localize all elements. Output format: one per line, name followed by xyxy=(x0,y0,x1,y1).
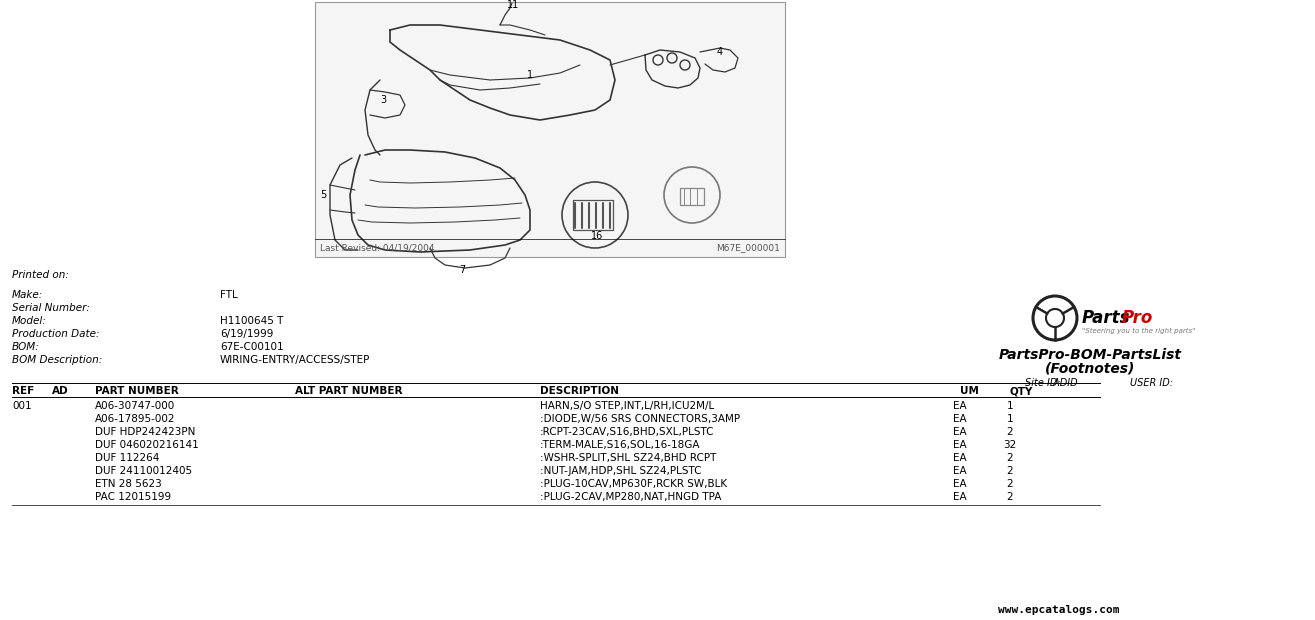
Text: EA: EA xyxy=(953,453,967,463)
Text: (Footnotes): (Footnotes) xyxy=(1045,362,1135,376)
Text: Parts: Parts xyxy=(1082,309,1131,327)
Text: 32: 32 xyxy=(1003,440,1016,450)
Text: :PLUG-10CAV,MP630F,RCKR SW,BLK: :PLUG-10CAV,MP630F,RCKR SW,BLK xyxy=(540,479,727,489)
Text: 001: 001 xyxy=(12,401,32,411)
Text: :RCPT-23CAV,S16,BHD,SXL,PLSTC: :RCPT-23CAV,S16,BHD,SXL,PLSTC xyxy=(540,427,714,437)
Text: PartsPro-BOM-PartsList: PartsPro-BOM-PartsList xyxy=(998,348,1181,362)
Text: 2: 2 xyxy=(1007,427,1014,437)
Text: EA: EA xyxy=(953,401,967,411)
Text: QTY: QTY xyxy=(1010,386,1034,396)
Text: Last Revised: 04/19/2004: Last Revised: 04/19/2004 xyxy=(320,244,434,252)
Text: www.epcatalogs.com: www.epcatalogs.com xyxy=(998,605,1120,615)
Text: BOM Description:: BOM Description: xyxy=(12,355,103,365)
Text: ETN 28 5623: ETN 28 5623 xyxy=(95,479,162,489)
Text: ADID: ADID xyxy=(1049,378,1077,388)
Text: 7: 7 xyxy=(459,265,466,275)
Text: 1: 1 xyxy=(1007,401,1014,411)
Text: 16: 16 xyxy=(590,231,604,241)
Text: Model:: Model: xyxy=(12,316,47,326)
Text: 11: 11 xyxy=(506,0,519,10)
Text: 2: 2 xyxy=(1007,466,1014,476)
Text: 67E-C00101: 67E-C00101 xyxy=(220,342,284,352)
Text: DUF HDP242423PN: DUF HDP242423PN xyxy=(95,427,196,437)
FancyBboxPatch shape xyxy=(316,2,785,257)
Text: HARN,S/O STEP,INT,L/RH,ICU2M/L: HARN,S/O STEP,INT,L/RH,ICU2M/L xyxy=(540,401,714,411)
Text: 2: 2 xyxy=(1007,479,1014,489)
Text: 4: 4 xyxy=(717,47,723,57)
Text: 3: 3 xyxy=(380,95,387,105)
Text: 5: 5 xyxy=(320,190,326,200)
Text: 2: 2 xyxy=(1007,453,1014,463)
Text: Serial Number:: Serial Number: xyxy=(12,303,89,313)
Text: PART NUMBER: PART NUMBER xyxy=(95,386,179,396)
Text: Production Date:: Production Date: xyxy=(12,329,100,339)
Text: :NUT-JAM,HDP,SHL SZ24,PLSTC: :NUT-JAM,HDP,SHL SZ24,PLSTC xyxy=(540,466,701,476)
Text: :PLUG-2CAV,MP280,NAT,HNGD TPA: :PLUG-2CAV,MP280,NAT,HNGD TPA xyxy=(540,492,722,502)
Text: DUF 112264: DUF 112264 xyxy=(95,453,159,463)
Text: Pro: Pro xyxy=(1122,309,1153,327)
Text: Site ID:: Site ID: xyxy=(1024,378,1061,388)
Text: 1: 1 xyxy=(527,70,533,80)
Text: :TERM-MALE,S16,SOL,16-18GA: :TERM-MALE,S16,SOL,16-18GA xyxy=(540,440,701,450)
Text: :WSHR-SPLIT,SHL SZ24,BHD RCPT: :WSHR-SPLIT,SHL SZ24,BHD RCPT xyxy=(540,453,717,463)
Text: 6/19/1999: 6/19/1999 xyxy=(220,329,274,339)
Text: DUF 24110012405: DUF 24110012405 xyxy=(95,466,192,476)
Text: A06-17895-002: A06-17895-002 xyxy=(95,414,175,424)
Text: EA: EA xyxy=(953,427,967,437)
Text: DESCRIPTION: DESCRIPTION xyxy=(540,386,619,396)
Text: 2: 2 xyxy=(1007,492,1014,502)
Text: EA: EA xyxy=(953,466,967,476)
Text: :DIODE,W/56 SRS CONNECTORS,3AMP: :DIODE,W/56 SRS CONNECTORS,3AMP xyxy=(540,414,740,424)
Text: WIRING-ENTRY/ACCESS/STEP: WIRING-ENTRY/ACCESS/STEP xyxy=(220,355,371,365)
Text: EA: EA xyxy=(953,492,967,502)
Text: "Steering you to the right parts": "Steering you to the right parts" xyxy=(1082,328,1195,334)
Text: A06-30747-000: A06-30747-000 xyxy=(95,401,175,411)
Text: FTL: FTL xyxy=(220,290,238,300)
Text: DUF 046020216141: DUF 046020216141 xyxy=(95,440,199,450)
Text: Make:: Make: xyxy=(12,290,43,300)
Text: USER ID:: USER ID: xyxy=(1130,378,1173,388)
Text: REF: REF xyxy=(12,386,34,396)
Text: ALT PART NUMBER: ALT PART NUMBER xyxy=(295,386,402,396)
Text: 1: 1 xyxy=(1007,414,1014,424)
Text: EA: EA xyxy=(953,440,967,450)
Text: PAC 12015199: PAC 12015199 xyxy=(95,492,171,502)
Text: H1100645 T: H1100645 T xyxy=(220,316,283,326)
Text: BOM:: BOM: xyxy=(12,342,39,352)
Text: EA: EA xyxy=(953,479,967,489)
Text: M67E_000001: M67E_000001 xyxy=(717,244,780,252)
Text: EA: EA xyxy=(953,414,967,424)
Text: AD: AD xyxy=(53,386,68,396)
Text: Printed on:: Printed on: xyxy=(12,270,68,280)
Text: UM: UM xyxy=(960,386,978,396)
